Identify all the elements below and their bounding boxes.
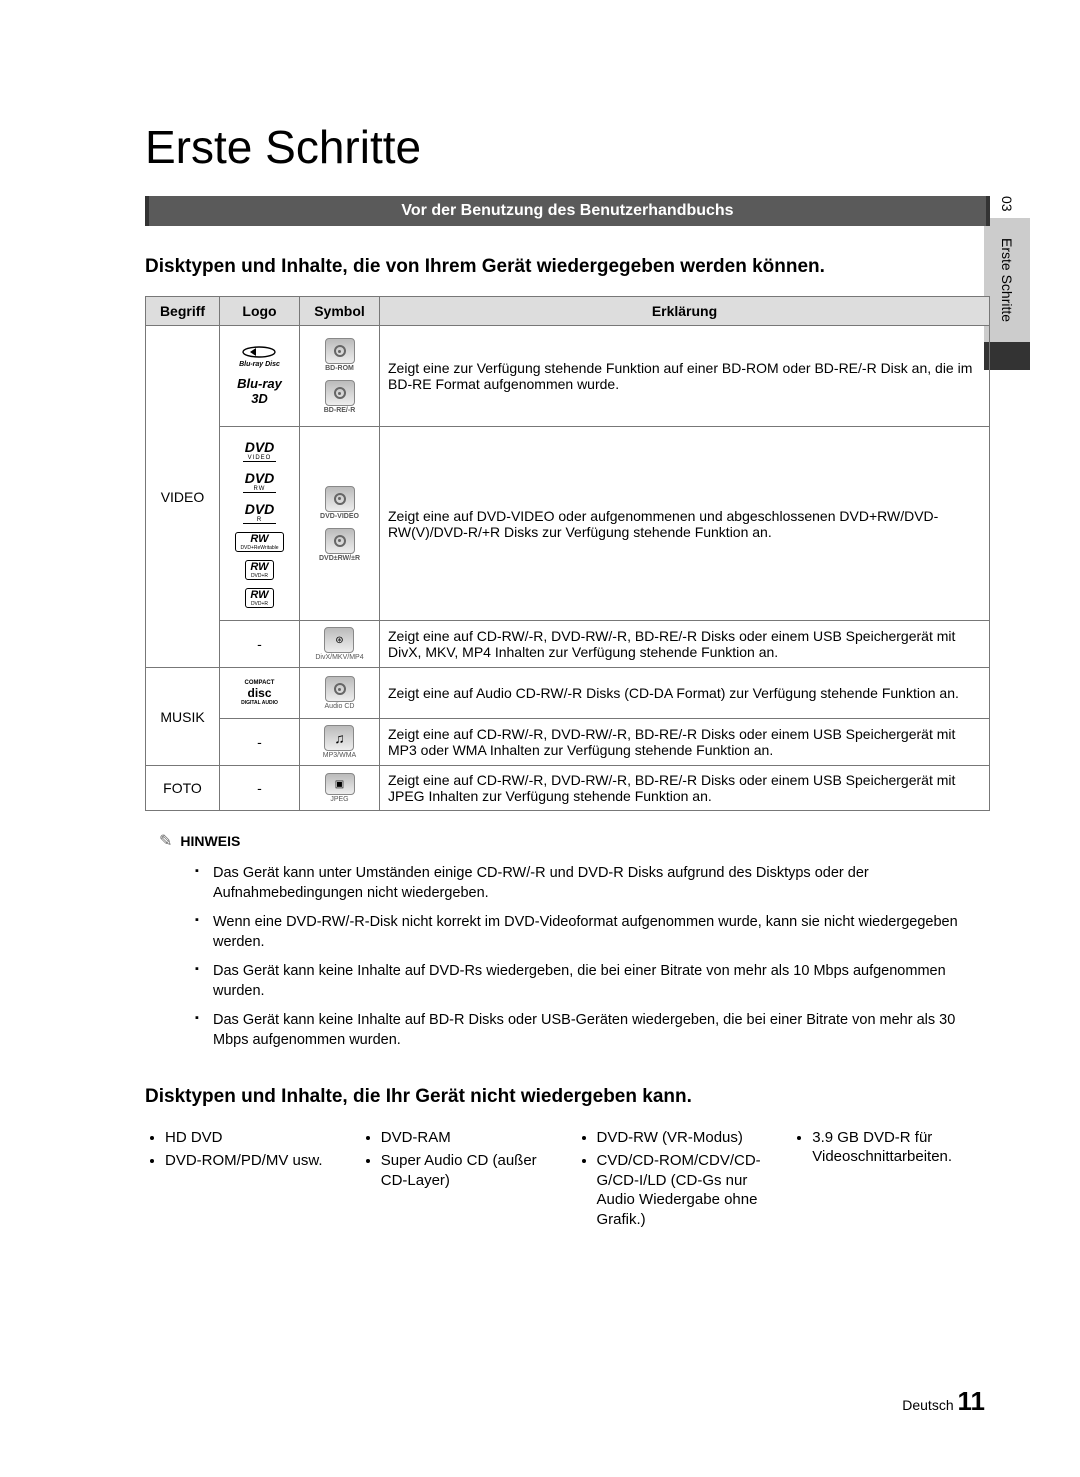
- unsupported-col-2: DVD-RAM Super Audio CD (außer CD-Layer): [361, 1126, 559, 1232]
- note-icon: ✎: [159, 831, 172, 851]
- table-header-row: Begriff Logo Symbol Erklärung: [146, 297, 990, 326]
- note-item: Das Gerät kann keine Inhalte auf DVD-Rs …: [195, 957, 990, 1006]
- symbol-cell-dvd: DVD-VIDEO DVD±RW/±R: [300, 427, 380, 621]
- list-item: 3.9 GB DVD-R für Videoschnittarbeiten.: [812, 1126, 990, 1169]
- logo-cell-empty-1: -: [220, 621, 300, 668]
- audiocd-symbol-icon: Audio CD: [325, 676, 355, 710]
- note-item: Wenn eine DVD-RW/-R-Disk nicht korrekt i…: [195, 908, 990, 957]
- dvd-rw-logo: DVDRW: [243, 470, 277, 493]
- hinweis-header: ✎ HINWEIS: [159, 831, 990, 851]
- section1-heading: Disktypen und Inhalte, die von Ihrem Ger…: [145, 256, 990, 278]
- footer-lang: Deutsch: [902, 1397, 953, 1413]
- list-item: Super Audio CD (außer CD-Layer): [381, 1149, 559, 1192]
- logo-cell-empty-3: -: [220, 766, 300, 811]
- dvd-r-logo: DVDR: [243, 501, 277, 524]
- symbol-cell-bd: BD-ROM BD-RE/-R: [300, 326, 380, 427]
- rw-logo-1: RWDVD+ReWritable: [235, 532, 283, 552]
- bdrom-symbol-icon: BD-ROM: [325, 338, 355, 372]
- desc-r1: Zeigt eine zur Verfügung stehende Funkti…: [380, 326, 990, 427]
- desc-r5: Zeigt eine auf CD-RW/-R, DVD-RW/-R, BD-R…: [380, 719, 990, 766]
- th-erklaerung: Erklärung: [380, 297, 990, 326]
- desc-r2: Zeigt eine auf DVD-VIDEO oder aufgenomme…: [380, 427, 990, 621]
- desc-r3: Zeigt eine auf CD-RW/-R, DVD-RW/-R, BD-R…: [380, 621, 990, 668]
- logo-cell-cd: COMPACT disc DIGITAL AUDIO: [220, 668, 300, 719]
- section-banner: Vor der Benutzung des Benutzerhandbuchs: [145, 196, 990, 226]
- unsupported-col-3: DVD-RW (VR-Modus) CVD/CD-ROM/CDV/CD-G/CD…: [577, 1126, 775, 1232]
- list-item: DVD-RAM: [381, 1126, 559, 1150]
- mp3wma-symbol-icon: ♫ MP3/WMA: [323, 725, 356, 759]
- list-item: HD DVD: [165, 1126, 343, 1150]
- jpeg-symbol-icon: ▣ JPEG: [325, 773, 355, 803]
- logo-cell-bd: Blu-ray Disc Blu-ray 3D: [220, 326, 300, 427]
- page-content: Erste Schritte Vor der Benutzung des Ben…: [0, 0, 1080, 1291]
- section2-heading: Disktypen und Inhalte, die Ihr Gerät nic…: [145, 1086, 990, 1108]
- symbol-cell-audiocd: Audio CD: [300, 668, 380, 719]
- rw-logo-3: RWDVD+R: [245, 588, 273, 608]
- unsupported-columns: HD DVD DVD-ROM/PD/MV usw. DVD-RAM Super …: [145, 1126, 990, 1232]
- logo-cell-dvd: DVDVIDEO DVDRW DVDR RWDVD+ReWritable RWD…: [220, 427, 300, 621]
- compact-disc-logo: COMPACT disc DIGITAL AUDIO: [241, 680, 278, 706]
- th-symbol: Symbol: [300, 297, 380, 326]
- footer-page-number: 11: [958, 1386, 986, 1416]
- table-row: FOTO - ▣ JPEG Zeigt eine auf CD-RW/-R, D…: [146, 766, 990, 811]
- list-item: CVD/CD-ROM/CDV/CD-G/CD-I/LD (CD-Gs nur A…: [597, 1149, 775, 1231]
- cat-video: VIDEO: [146, 326, 220, 668]
- note-item: Das Gerät kann unter Umständen einige CD…: [195, 859, 990, 908]
- notes-list: Das Gerät kann unter Umständen einige CD…: [145, 859, 990, 1056]
- table-row: VIDEO Blu-ray Disc Blu-ray 3D: [146, 326, 990, 427]
- cat-musik: MUSIK: [146, 668, 220, 766]
- unsupported-col-1: HD DVD DVD-ROM/PD/MV usw.: [145, 1126, 343, 1232]
- symbol-cell-mp3: ♫ MP3/WMA: [300, 719, 380, 766]
- dvdrwr-symbol-icon: DVD±RW/±R: [319, 528, 360, 562]
- table-row: - ♫ MP3/WMA Zeigt eine auf CD-RW/-R, DVD…: [146, 719, 990, 766]
- bluray-disc-logo: Blu-ray Disc: [239, 346, 280, 368]
- symbol-cell-jpeg: ▣ JPEG: [300, 766, 380, 811]
- dvdvideo-symbol-icon: DVD-VIDEO: [320, 486, 359, 520]
- cat-foto: FOTO: [146, 766, 220, 811]
- note-item: Das Gerät kann keine Inhalte auf BD-R Di…: [195, 1006, 990, 1055]
- page-footer: Deutsch 11: [902, 1386, 985, 1417]
- unsupported-col-4: 3.9 GB DVD-R für Videoschnittarbeiten.: [792, 1126, 990, 1232]
- desc-r4: Zeigt eine auf Audio CD-RW/-R Disks (CD-…: [380, 668, 990, 719]
- bdrer-symbol-icon: BD-RE/-R: [324, 380, 356, 414]
- table-row: DVDVIDEO DVDRW DVDR RWDVD+ReWritable RWD…: [146, 427, 990, 621]
- table-row: - ⊛ DivX/MKV/MP4 Zeigt eine auf CD-RW/-R…: [146, 621, 990, 668]
- bluray-3d-logo: Blu-ray 3D: [230, 376, 289, 406]
- table-row: MUSIK COMPACT disc DIGITAL AUDIO Audio C…: [146, 668, 990, 719]
- dvd-video-logo: DVDVIDEO: [243, 439, 277, 462]
- list-item: DVD-RW (VR-Modus): [597, 1126, 775, 1150]
- page-title: Erste Schritte: [145, 120, 990, 174]
- disc-types-table: Begriff Logo Symbol Erklärung VIDEO Blu-…: [145, 296, 990, 811]
- logo-cell-empty-2: -: [220, 719, 300, 766]
- th-logo: Logo: [220, 297, 300, 326]
- list-item: DVD-ROM/PD/MV usw.: [165, 1149, 343, 1173]
- th-begriff: Begriff: [146, 297, 220, 326]
- hinweis-label: HINWEIS: [180, 833, 240, 849]
- desc-r6: Zeigt eine auf CD-RW/-R, DVD-RW/-R, BD-R…: [380, 766, 990, 811]
- divx-symbol-icon: ⊛ DivX/MKV/MP4: [315, 627, 363, 661]
- rw-logo-2: RWDVD+R: [245, 560, 273, 580]
- symbol-cell-divx: ⊛ DivX/MKV/MP4: [300, 621, 380, 668]
